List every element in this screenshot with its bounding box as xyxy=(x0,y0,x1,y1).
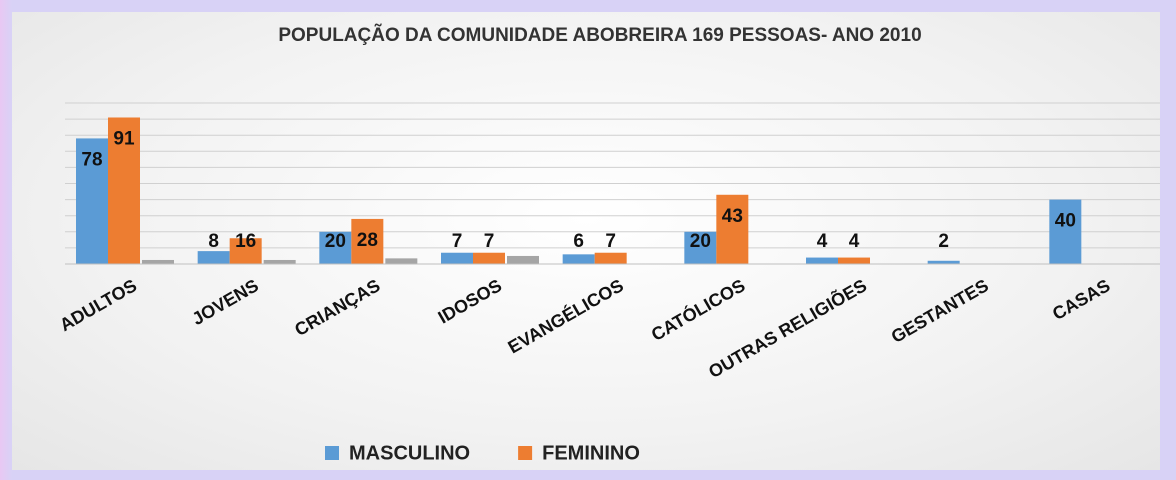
bar xyxy=(319,231,352,264)
x-tick-label: ADULTOS xyxy=(56,275,140,335)
data-label: 43 xyxy=(722,206,743,227)
bar xyxy=(76,138,108,264)
bar xyxy=(473,252,505,264)
x-tick-label: JOVENS xyxy=(189,275,262,329)
bar xyxy=(716,194,749,264)
chart-title: POPULAÇÃO DA COMUNIDADE ABOBREIRA 169 PE… xyxy=(278,25,922,46)
data-label: 4 xyxy=(817,231,828,252)
x-tick-label: EVANGÉLICOS xyxy=(504,274,627,357)
x-tick-label: CATÓLICOS xyxy=(647,274,748,345)
data-label: 16 xyxy=(235,231,256,252)
bar xyxy=(108,117,140,265)
data-label: 8 xyxy=(208,231,219,252)
data-label: 7 xyxy=(605,231,616,252)
data-label: 7 xyxy=(452,231,463,252)
bar xyxy=(507,255,539,264)
legend-label: MASCULINO xyxy=(349,442,470,464)
bar xyxy=(1049,199,1082,264)
legend-label: FEMININO xyxy=(542,442,640,464)
data-label: 4 xyxy=(849,231,860,252)
bar xyxy=(142,259,174,264)
legend-swatch xyxy=(325,446,339,460)
data-label: 20 xyxy=(325,231,346,252)
x-tick-label: IDOSOS xyxy=(435,275,506,327)
data-label: 7 xyxy=(484,231,495,252)
bar xyxy=(263,259,296,264)
data-label: 6 xyxy=(573,231,584,252)
bar xyxy=(197,251,230,264)
data-label: 28 xyxy=(357,230,378,251)
x-tick-label: GESTANTES xyxy=(888,275,992,347)
data-label: 91 xyxy=(113,129,135,150)
data-label: 78 xyxy=(81,149,102,170)
bar xyxy=(684,231,717,264)
chart-area xyxy=(12,12,1160,470)
data-label: 2 xyxy=(938,231,949,252)
bar xyxy=(385,258,418,264)
data-label: 20 xyxy=(690,231,711,252)
bar xyxy=(927,260,960,264)
legend-swatch xyxy=(518,446,533,460)
bar xyxy=(806,257,838,264)
x-tick-label: CASAS xyxy=(1049,275,1114,324)
bar xyxy=(229,238,262,264)
bar xyxy=(838,257,870,264)
data-label: 40 xyxy=(1055,211,1076,232)
x-tick-label: CRIANÇAS xyxy=(291,275,383,340)
bar xyxy=(562,254,595,264)
bar xyxy=(351,218,384,264)
bar xyxy=(441,252,473,264)
bar xyxy=(594,252,627,264)
